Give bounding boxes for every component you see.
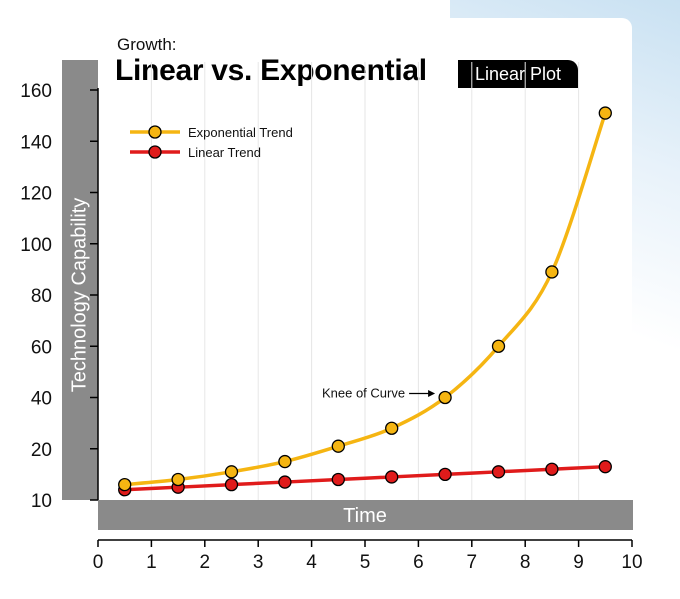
linear-data-point (278, 475, 292, 489)
linear-data-point (224, 477, 239, 492)
linear-data-point (385, 470, 399, 484)
chart-title: Linear vs. Exponential (115, 54, 427, 87)
exponential-data-point (224, 465, 239, 479)
x-axis-label-bar (98, 500, 633, 530)
exponential-data-point (118, 477, 132, 492)
x-tick-label: 5 (360, 552, 371, 573)
exponential-data-point (171, 472, 185, 487)
x-tick-label: 4 (306, 552, 317, 573)
chart-subtitle: Growth: (117, 35, 177, 54)
y-tick-label: 140 (20, 132, 52, 153)
x-tick-label: 7 (467, 552, 478, 573)
linear-data-point (438, 467, 452, 482)
exponential-data-point (278, 454, 292, 469)
y-tick-label: 100 (20, 235, 52, 256)
x-tick-label: 9 (573, 552, 584, 573)
legend-linear-label: Linear Trend (188, 145, 261, 160)
y-tick-label: 20 (31, 440, 52, 461)
exponential-data-point (438, 390, 452, 405)
legend-exponential-label: Exponential Trend (188, 125, 293, 140)
y-tick-label: 160 (20, 81, 52, 102)
exponential-data-point (331, 439, 345, 453)
y-tick-label: 10 (31, 491, 52, 512)
x-tick-label: 1 (146, 552, 157, 573)
legend-exponential-marker (148, 125, 162, 139)
x-tick-label: 6 (413, 552, 424, 573)
y-axis-label-bar (62, 60, 98, 500)
knee-of-curve-label: Knee of Curve (322, 386, 405, 401)
x-axis-label: Time (343, 505, 387, 527)
linear-data-point (545, 462, 559, 476)
x-tick-label: 10 (621, 552, 642, 573)
x-tick-label: 8 (520, 552, 531, 573)
linear-data-point (331, 472, 345, 487)
y-tick-label: 120 (20, 184, 52, 205)
linear-data-point (598, 460, 612, 474)
knee-of-curve-arrowhead (428, 390, 436, 397)
title-tab (98, 18, 458, 90)
legend-linear-marker (148, 145, 162, 159)
linear-trend-line (122, 464, 608, 492)
x-tick-label: 2 (200, 552, 211, 573)
y-tick-label: 60 (31, 337, 52, 358)
scale-badge: Linear Plot (458, 60, 578, 88)
y-tick-label: 80 (31, 286, 52, 307)
x-tick-label: 3 (253, 552, 264, 573)
x-tick-label: 0 (93, 552, 104, 573)
y-tick-label: 40 (31, 389, 52, 410)
exponential-data-point (598, 106, 612, 120)
linear-data-point (491, 465, 506, 479)
exponential-data-point (385, 421, 399, 435)
exponential-data-point (545, 265, 559, 279)
exponential-data-point (491, 339, 506, 353)
